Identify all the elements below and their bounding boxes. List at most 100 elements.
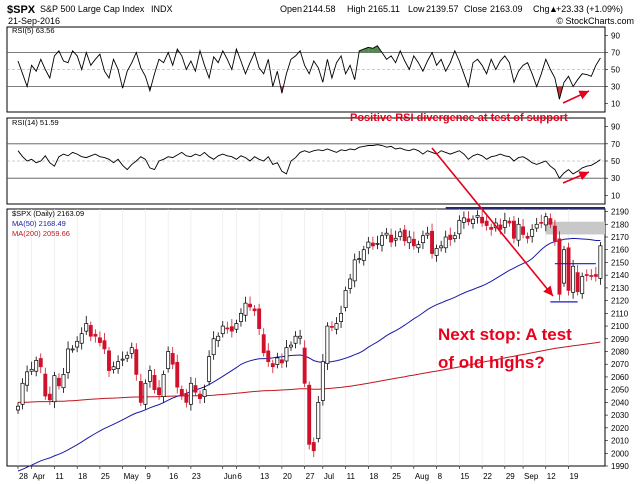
candle-up <box>543 216 548 226</box>
candle-up <box>452 235 457 239</box>
close-label: Close <box>464 4 487 14</box>
price-tick-label: 2040 <box>611 398 629 407</box>
candle-down <box>484 220 489 226</box>
candle-up <box>366 241 371 249</box>
price-tick-label: 2120 <box>611 297 629 306</box>
candle-down <box>430 230 435 254</box>
x-tick-label: 11 <box>55 472 64 481</box>
x-tick-label: 12 <box>547 472 556 481</box>
rsi14-frame <box>6 117 606 205</box>
x-tick-label: 29 <box>506 472 515 481</box>
candle-down <box>466 218 471 223</box>
candle-up <box>143 382 148 405</box>
candle-up <box>148 370 152 382</box>
price-tick-label: 2110 <box>611 309 629 318</box>
divergence-arrow <box>431 147 554 297</box>
candle-up <box>289 344 293 348</box>
candle-down <box>330 326 334 328</box>
candle-down <box>47 393 52 401</box>
x-tick-label: 20 <box>283 472 292 481</box>
candle-up <box>357 258 362 260</box>
candle-up <box>416 244 421 249</box>
candle-up <box>443 236 448 249</box>
candle-down <box>307 384 312 445</box>
price-tick-label: 2170 <box>611 233 629 242</box>
candle-up <box>75 340 80 348</box>
candle-up <box>20 382 25 405</box>
price-panel: 1990 2000 2010 2020 2030 2040 2050 2060 2070 2080… <box>6 207 629 472</box>
chart-date: 21-Sep-2016 <box>8 16 60 26</box>
rsi14-arrow <box>562 171 590 184</box>
candle-up <box>339 312 344 322</box>
x-tick-label: 9 <box>146 472 151 481</box>
candle-up <box>129 347 134 354</box>
price-tick-label: 2020 <box>611 424 629 433</box>
candle-down <box>566 247 571 291</box>
rsi5-overbought-fill <box>372 45 378 53</box>
candle-down <box>511 220 516 239</box>
candle-up <box>211 338 216 356</box>
x-tick-label: Apr <box>33 472 46 481</box>
candle-up <box>84 323 89 332</box>
rsi5-tick-label: 50 <box>611 66 620 75</box>
low-label: Low <box>408 4 425 14</box>
close-value: 2163.09 <box>490 4 523 14</box>
candle-down <box>370 242 375 247</box>
candle-down <box>266 350 271 363</box>
candle-down <box>257 308 262 329</box>
candle-up <box>562 249 566 284</box>
rsi14-tick-label: 30 <box>611 174 620 183</box>
x-tick-label: Sep <box>524 472 539 481</box>
candle-up <box>220 325 225 335</box>
candle-down <box>498 224 503 230</box>
candle-up <box>439 245 444 249</box>
candle-up <box>188 382 193 405</box>
price-frame <box>6 208 606 467</box>
candle-up <box>202 389 207 398</box>
candle-up <box>316 402 321 439</box>
rsi14-tick-label: 90 <box>611 123 620 132</box>
candle-down <box>152 375 157 391</box>
candle-down <box>521 226 526 235</box>
candle-up <box>161 374 166 398</box>
chg-value: +23.33 (+1.09%) <box>556 4 623 14</box>
candle-down <box>507 220 512 224</box>
rsi5-line <box>17 45 601 100</box>
candle-down <box>229 326 234 332</box>
x-tick-label: Jul <box>324 472 334 481</box>
candle-up <box>580 276 585 294</box>
candle-up <box>421 235 425 244</box>
price-tick-label: 2160 <box>611 246 629 255</box>
candle-up <box>384 232 389 236</box>
candle-down <box>548 218 553 225</box>
symbol-title: $SPX <box>7 4 36 16</box>
x-tick-label: 27 <box>306 472 315 481</box>
candle-up <box>571 265 576 293</box>
candle-up <box>361 249 366 261</box>
chg-label: Chg <box>533 4 550 14</box>
candle-up <box>457 220 462 235</box>
watermark: © StockCharts.com <box>556 16 634 26</box>
candle-up <box>239 312 243 322</box>
candle-down <box>175 361 180 388</box>
candle-up <box>29 368 34 372</box>
candle-up <box>298 335 303 339</box>
candle-up <box>216 335 221 342</box>
candle-up <box>293 335 298 344</box>
candle-up <box>166 351 171 370</box>
price-tick-label: 2060 <box>611 373 629 382</box>
candle-up <box>120 358 125 361</box>
candle-down <box>448 234 453 240</box>
rsi14-tick-label: 50 <box>611 157 620 166</box>
candle-up <box>398 231 403 238</box>
price-tick-label: 2150 <box>611 258 629 267</box>
candle-up <box>343 290 348 308</box>
gap-box <box>545 221 605 235</box>
rsi5-panel: 10 30 50 70 90 <box>6 26 620 113</box>
candle-down <box>248 303 252 308</box>
rsi5-overbought-fill <box>368 47 373 53</box>
chg-arrow-icon: ▲ <box>549 4 558 14</box>
rsi14-tick-label: 10 <box>611 191 620 200</box>
candle-down <box>584 274 589 276</box>
